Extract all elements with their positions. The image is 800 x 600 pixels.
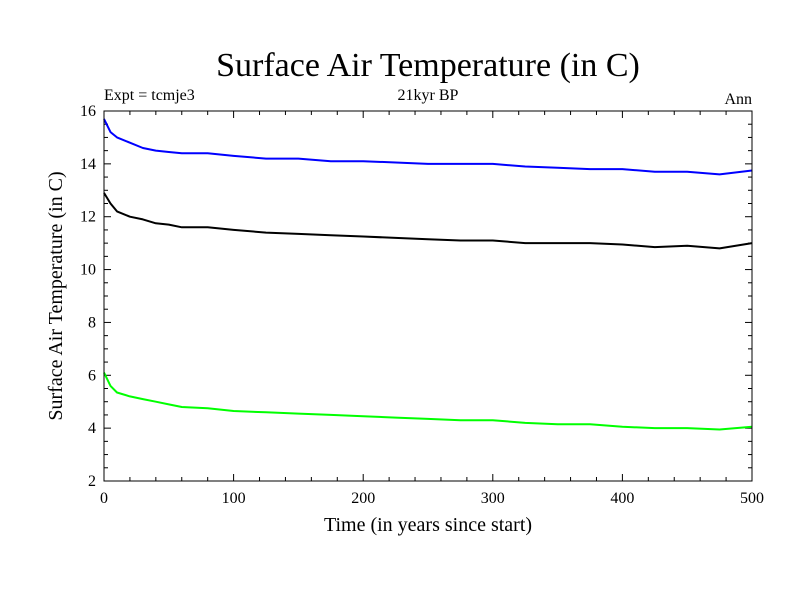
x-axis-label: Time (in years since start) <box>324 514 532 536</box>
y-tick-label: 10 <box>80 262 96 279</box>
x-tick-label: 400 <box>610 490 634 507</box>
series-line-1 <box>103 118 753 176</box>
x-tick-label: 300 <box>481 490 505 507</box>
x-tick-label: 0 <box>100 490 108 507</box>
chart-title: Surface Air Temperature (in C) <box>216 47 640 84</box>
season-label: Ann <box>724 91 752 108</box>
series-lines <box>103 118 753 431</box>
y-tick-label: 12 <box>80 209 96 226</box>
x-tick-label: 100 <box>222 490 246 507</box>
y-tick-label: 14 <box>80 156 96 173</box>
x-tick-label: 200 <box>351 490 375 507</box>
experiment-label: Expt = tcmje3 <box>104 87 195 104</box>
y-tick-label: 4 <box>88 420 96 437</box>
plot-frame <box>103 110 753 482</box>
y-tick-label: 8 <box>88 314 96 331</box>
period-label: 21kyr BP <box>398 87 459 104</box>
y-tick-label: 6 <box>88 367 96 384</box>
y-tick-label: 16 <box>80 103 96 120</box>
y-tick-label: 2 <box>88 473 96 490</box>
series-line-3 <box>103 372 753 431</box>
series-line-2 <box>103 192 753 250</box>
y-axis-label: Surface Air Temperature (in C) <box>45 171 67 420</box>
axis-ticks: 0 100 200 300 400 500 2 4 6 8 10 12 14 16 <box>80 103 764 507</box>
x-tick-label: 500 <box>740 490 764 507</box>
